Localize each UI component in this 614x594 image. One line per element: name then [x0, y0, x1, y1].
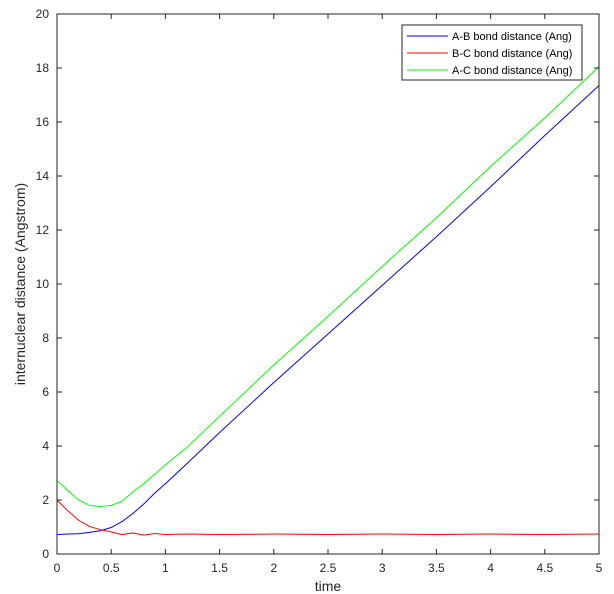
x-tick-label: 1: [162, 561, 169, 575]
x-tick-label: 0.5: [103, 561, 120, 575]
x-axis-label: time: [315, 578, 342, 594]
y-tick-label: 14: [36, 169, 50, 183]
x-tick-label: 2.5: [320, 561, 337, 575]
series-layer: [56, 66, 600, 536]
plot-background: [57, 14, 599, 554]
x-tick-label: 4.5: [536, 561, 553, 575]
x-tick-label: 3.5: [428, 561, 445, 575]
x-tick-label: 0: [54, 561, 61, 575]
y-tick-label: 16: [36, 115, 50, 129]
series-line-0: [56, 85, 600, 536]
legend: A-B bond distance (Ang) B-C bond distanc…: [401, 24, 583, 81]
y-tick-label: 8: [42, 331, 49, 345]
y-tick-label: 4: [42, 439, 49, 453]
x-tick-label: 3: [379, 561, 386, 575]
legend-label-bc: B-C bond distance (Ang): [452, 48, 572, 60]
legend-label-ab: A-B bond distance (Ang): [452, 31, 572, 43]
y-tick-label: 2: [42, 493, 49, 507]
axis-layer: 0 0.5 1 1.5 2 2.5 3 3.5 4 4.5 5 0 2 4 6 8 10 12 14 16 18 20: [36, 7, 603, 575]
y-tick-label: 6: [42, 385, 49, 399]
x-tick-label: 5: [596, 561, 603, 575]
series-line-1: [56, 499, 600, 536]
series-line-2: [56, 66, 600, 507]
y-tick-label: 0: [42, 547, 49, 561]
y-tick-label: 18: [36, 61, 50, 75]
y-tick-label: 10: [36, 277, 50, 291]
x-tick-label: 1.5: [211, 561, 228, 575]
x-tick-label: 4: [487, 561, 494, 575]
legend-label-ac: A-C bond distance (Ang): [452, 65, 572, 77]
y-axis-label: internuclear distance (Angstrom): [12, 183, 28, 385]
x-tick-label: 2: [270, 561, 277, 575]
y-tick-label: 20: [36, 7, 50, 21]
y-tick-label: 12: [36, 223, 50, 237]
